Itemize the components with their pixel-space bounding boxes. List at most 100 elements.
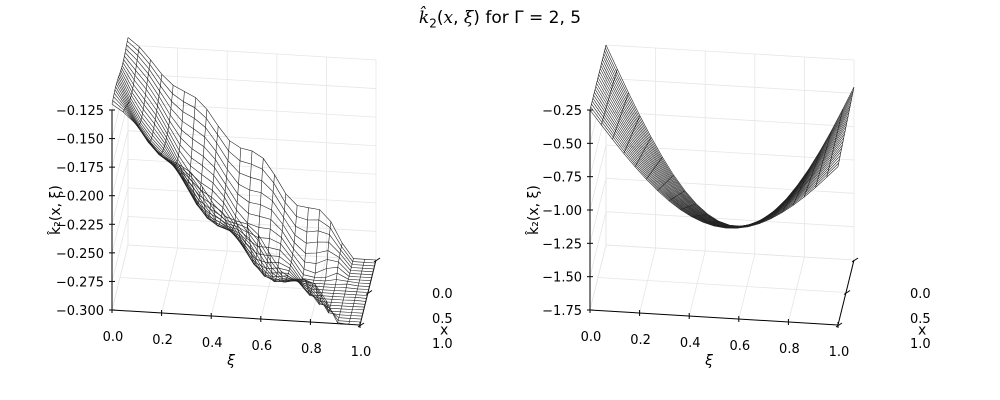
x-tick <box>373 257 381 263</box>
surface-line <box>118 76 367 299</box>
surface-line <box>605 44 855 227</box>
x-tick-label: 0.0 <box>432 287 453 302</box>
surface-line <box>124 52 374 273</box>
xi-tick-label: 0.4 <box>202 336 223 351</box>
grid-line <box>589 44 855 111</box>
surface-line <box>599 68 849 228</box>
x-tick-label: 0.5 <box>910 312 931 327</box>
z-tick-label: −0.25 <box>542 104 582 119</box>
surface-line <box>123 59 372 278</box>
z-tick-label: −1.00 <box>542 204 582 219</box>
xi-axis-label: ξ <box>704 353 713 369</box>
surface-line <box>125 48 374 270</box>
z-tick-label: −0.200 <box>56 190 104 205</box>
x-tick-label: 1.0 <box>432 337 453 352</box>
z-tick-label: −0.300 <box>56 304 104 319</box>
z-tick-label: −1.25 <box>542 237 582 252</box>
surface-line <box>605 47 854 227</box>
grid-line <box>111 73 377 139</box>
xi-axis-label: ξ <box>226 353 235 369</box>
xi-tick-label: 0.0 <box>103 330 124 345</box>
x-axis-label: x <box>918 323 926 339</box>
z-axis-label: k̂₂(x, ξ) <box>525 185 542 235</box>
z-tick-label: −1.75 <box>542 304 582 319</box>
grid-line <box>111 158 377 225</box>
x-tick <box>365 290 373 295</box>
x-tick-label: 0.5 <box>432 312 453 327</box>
xi-tick-label: 0.6 <box>251 339 272 354</box>
surface-line <box>600 65 850 228</box>
grid-line <box>605 244 855 261</box>
surface-line <box>119 72 369 293</box>
surface-line <box>602 59 851 227</box>
surface-wireframe <box>589 44 855 229</box>
surface-line <box>115 86 364 311</box>
xi-tick-label: 0.4 <box>680 336 701 351</box>
grid-line <box>111 130 377 196</box>
x-tick <box>357 322 365 328</box>
surface-line <box>601 62 850 228</box>
surface-line <box>120 70 369 290</box>
figure-title: k̂2(x, ξ) for Γ = 2, 5 <box>418 8 582 31</box>
surface-line <box>119 74 368 296</box>
z-axis-label: k̂₂(x, ξ) <box>47 185 64 235</box>
surface-line <box>156 85 174 156</box>
z-tick-label: −0.75 <box>542 171 582 186</box>
z-tick-label: −0.225 <box>56 218 104 233</box>
x-axis-line <box>837 259 855 326</box>
grid-line <box>111 187 377 253</box>
x-tick-label: 1.0 <box>910 337 931 352</box>
surface-line <box>602 56 852 227</box>
surface-line <box>598 74 847 228</box>
surface-line <box>591 100 841 229</box>
x-tick-label: 0.0 <box>910 287 931 302</box>
surface-line <box>114 89 363 314</box>
surface-line <box>116 81 366 305</box>
xi-tick-label: 0.0 <box>581 330 602 345</box>
surface-line <box>595 86 845 228</box>
surface-line <box>592 98 842 228</box>
surface-plot-gamma-5: 0.0 0.2 0.4 0.6 0.8 1.0 0.0 0.5 1.0 −0.25 −0.50 −0.… <box>525 44 931 369</box>
grid-line <box>111 101 377 168</box>
z-tick-label: −0.250 <box>56 247 104 262</box>
xi-axis-line <box>589 309 839 326</box>
surface-wireframe <box>111 37 377 326</box>
x-tick <box>835 322 843 328</box>
surface-line <box>589 109 839 229</box>
xi-tick-label: 0.8 <box>779 342 800 357</box>
z-tick-label: −0.275 <box>56 275 104 290</box>
xi-tick-label: 0.2 <box>630 333 651 348</box>
surface-line <box>117 78 366 302</box>
surface-line <box>127 40 376 264</box>
z-tick-label: −0.150 <box>56 133 104 148</box>
xi-tick-label: 0.8 <box>301 342 322 357</box>
surface-line <box>127 37 377 261</box>
x-tick <box>843 290 851 295</box>
x-tick <box>851 257 859 263</box>
surface-line <box>121 65 371 284</box>
surface-line <box>604 50 853 227</box>
surface-line <box>603 53 853 227</box>
surface-line <box>113 93 363 317</box>
surface-line <box>122 62 371 281</box>
grid-line <box>589 244 855 311</box>
xi-tick-label: 0.2 <box>152 333 173 348</box>
surface-line <box>126 44 375 267</box>
surface-line <box>599 71 848 228</box>
z-tick-label: −0.50 <box>542 137 582 152</box>
grid-line <box>127 244 377 261</box>
z-tick-label: −0.125 <box>56 104 104 119</box>
surface-plot-gamma-2: 0.0 0.2 0.4 0.6 0.8 1.0 0.0 0.5 1.0 −0.125 −0.150 −… <box>47 37 453 369</box>
z-tick-label: −1.50 <box>542 271 582 286</box>
surface-line <box>113 96 362 320</box>
xi-tick-label: 1.0 <box>351 345 372 360</box>
grid-line <box>597 277 847 293</box>
xi-tick-label: 0.6 <box>729 339 750 354</box>
xi-axis-line <box>111 309 361 326</box>
grid-line <box>111 44 377 111</box>
surface-line <box>121 68 370 287</box>
z-tick-label: −0.175 <box>56 161 104 176</box>
surface-line <box>124 56 373 276</box>
xi-tick-label: 1.0 <box>829 345 850 360</box>
